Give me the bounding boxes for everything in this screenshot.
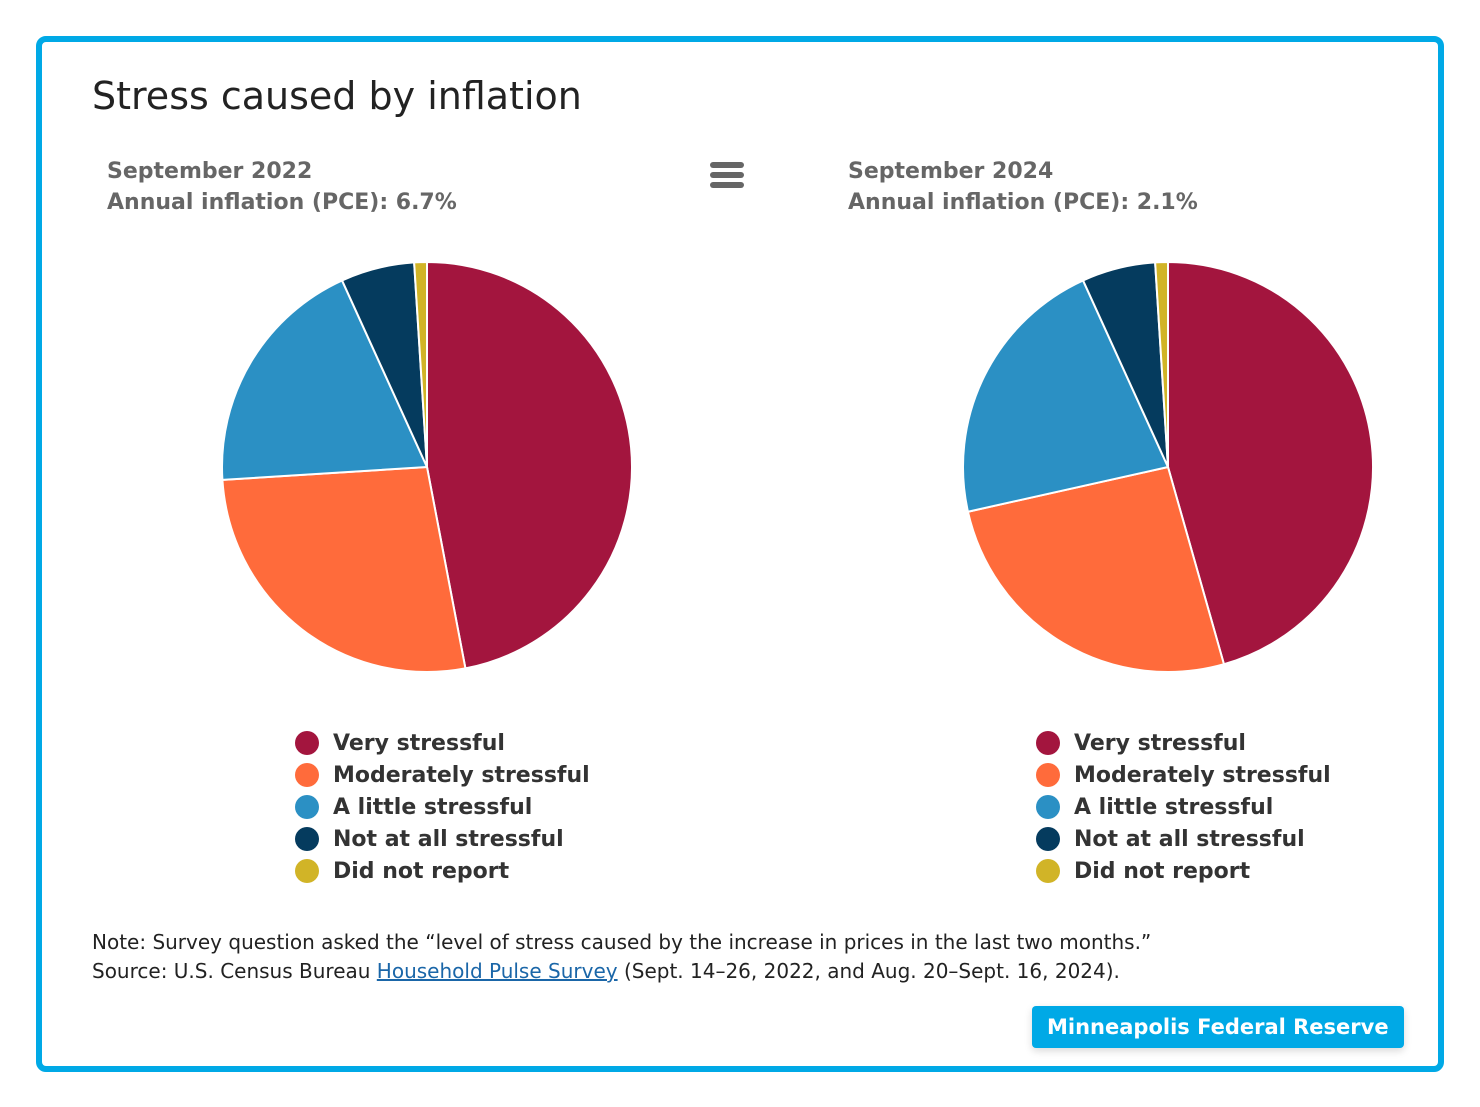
legend-label: Did not report <box>333 858 510 884</box>
legend-swatch <box>295 795 319 819</box>
source-prefix: Source: U.S. Census Bureau <box>92 959 377 983</box>
legend-label: Moderately stressful <box>333 762 590 788</box>
pie-slice-did-not-report[interactable] <box>1154 260 1169 468</box>
household-pulse-survey-link[interactable]: Household Pulse Survey <box>376 959 618 983</box>
legend-label: Very stressful <box>333 730 505 756</box>
source-text: Source: U.S. Census Bureau Household Pul… <box>92 957 1151 986</box>
chart-title: Stress caused by inflation <box>92 74 582 118</box>
legend-item-not-at-all-stressful[interactable]: Not at all stressful <box>295 823 590 855</box>
chart-menu-button[interactable] <box>708 158 746 192</box>
legend-item-did-not-report[interactable]: Did not report <box>295 855 590 887</box>
chart-1-subtitle: September 2022 Annual inflation (PCE): 6… <box>107 156 457 218</box>
pie-chart-september-2022 <box>220 260 633 673</box>
pie-chart-september-2024 <box>962 260 1374 673</box>
legend-swatch <box>1036 859 1060 883</box>
legend-swatch <box>1036 731 1060 755</box>
pie-slice-moderately-stressful[interactable] <box>966 466 1225 673</box>
legend-label: A little stressful <box>333 794 533 820</box>
legend-swatch <box>295 827 319 851</box>
pie-slice-a-little-stressful[interactable] <box>220 279 428 481</box>
pie-slice-a-little-stressful[interactable] <box>962 279 1169 513</box>
legend-swatch <box>295 731 319 755</box>
legend-swatch <box>1036 795 1060 819</box>
chart-frame: Stress caused by inflation September 202… <box>36 36 1444 1072</box>
chart-2-subtitle-inflation: Annual inflation (PCE): 2.1% <box>848 190 1198 215</box>
legend-item-not-at-all-stressful[interactable]: Not at all stressful <box>1036 823 1331 855</box>
legend-item-moderately-stressful[interactable]: Moderately stressful <box>1036 759 1331 791</box>
legend-swatch <box>1036 763 1060 787</box>
legend-item-very-stressful[interactable]: Very stressful <box>1036 727 1331 759</box>
legend-item-did-not-report[interactable]: Did not report <box>1036 855 1331 887</box>
chart-2-subtitle: September 2024 Annual inflation (PCE): 2… <box>848 156 1198 218</box>
pie-slice-did-not-report[interactable] <box>413 260 428 468</box>
source-suffix: (Sept. 14–26, 2022, and Aug. 20–Sept. 16… <box>617 959 1120 983</box>
chart-2-subtitle-date: September 2024 <box>848 159 1054 184</box>
legend-label: Not at all stressful <box>1074 826 1305 852</box>
legend-label: Not at all stressful <box>333 826 564 852</box>
legend-swatch <box>1036 827 1060 851</box>
note-text: Note: Survey question asked the “level o… <box>92 930 1152 954</box>
pie-slice-moderately-stressful[interactable] <box>221 466 467 673</box>
legend-item-a-little-stressful[interactable]: A little stressful <box>1036 791 1331 823</box>
legend-label: Very stressful <box>1074 730 1246 756</box>
legend-item-very-stressful[interactable]: Very stressful <box>295 727 590 759</box>
legend-swatch <box>295 859 319 883</box>
legend-label: Moderately stressful <box>1074 762 1331 788</box>
legend-label: Did not report <box>1074 858 1251 884</box>
legend-september-2024: Very stressful Moderately stressful A litt… <box>1036 727 1331 887</box>
legend-september-2022: Very stressful Moderately stressful A litt… <box>295 727 590 887</box>
pie-slice-very-stressful[interactable] <box>1167 261 1374 666</box>
chart-1-subtitle-date: September 2022 <box>107 159 313 184</box>
chart-note: Note: Survey question asked the “level o… <box>92 928 1151 986</box>
legend-swatch <box>295 763 319 787</box>
legend-label: A little stressful <box>1074 794 1274 820</box>
legend-item-a-little-stressful[interactable]: A little stressful <box>295 791 590 823</box>
hamburger-menu-icon <box>708 162 746 188</box>
legend-item-moderately-stressful[interactable]: Moderately stressful <box>295 759 590 791</box>
pie-slice-very-stressful[interactable] <box>426 261 633 670</box>
minneapolis-fed-badge[interactable]: Minneapolis Federal Reserve <box>1032 1006 1404 1048</box>
chart-1-subtitle-inflation: Annual inflation (PCE): 6.7% <box>107 190 457 215</box>
